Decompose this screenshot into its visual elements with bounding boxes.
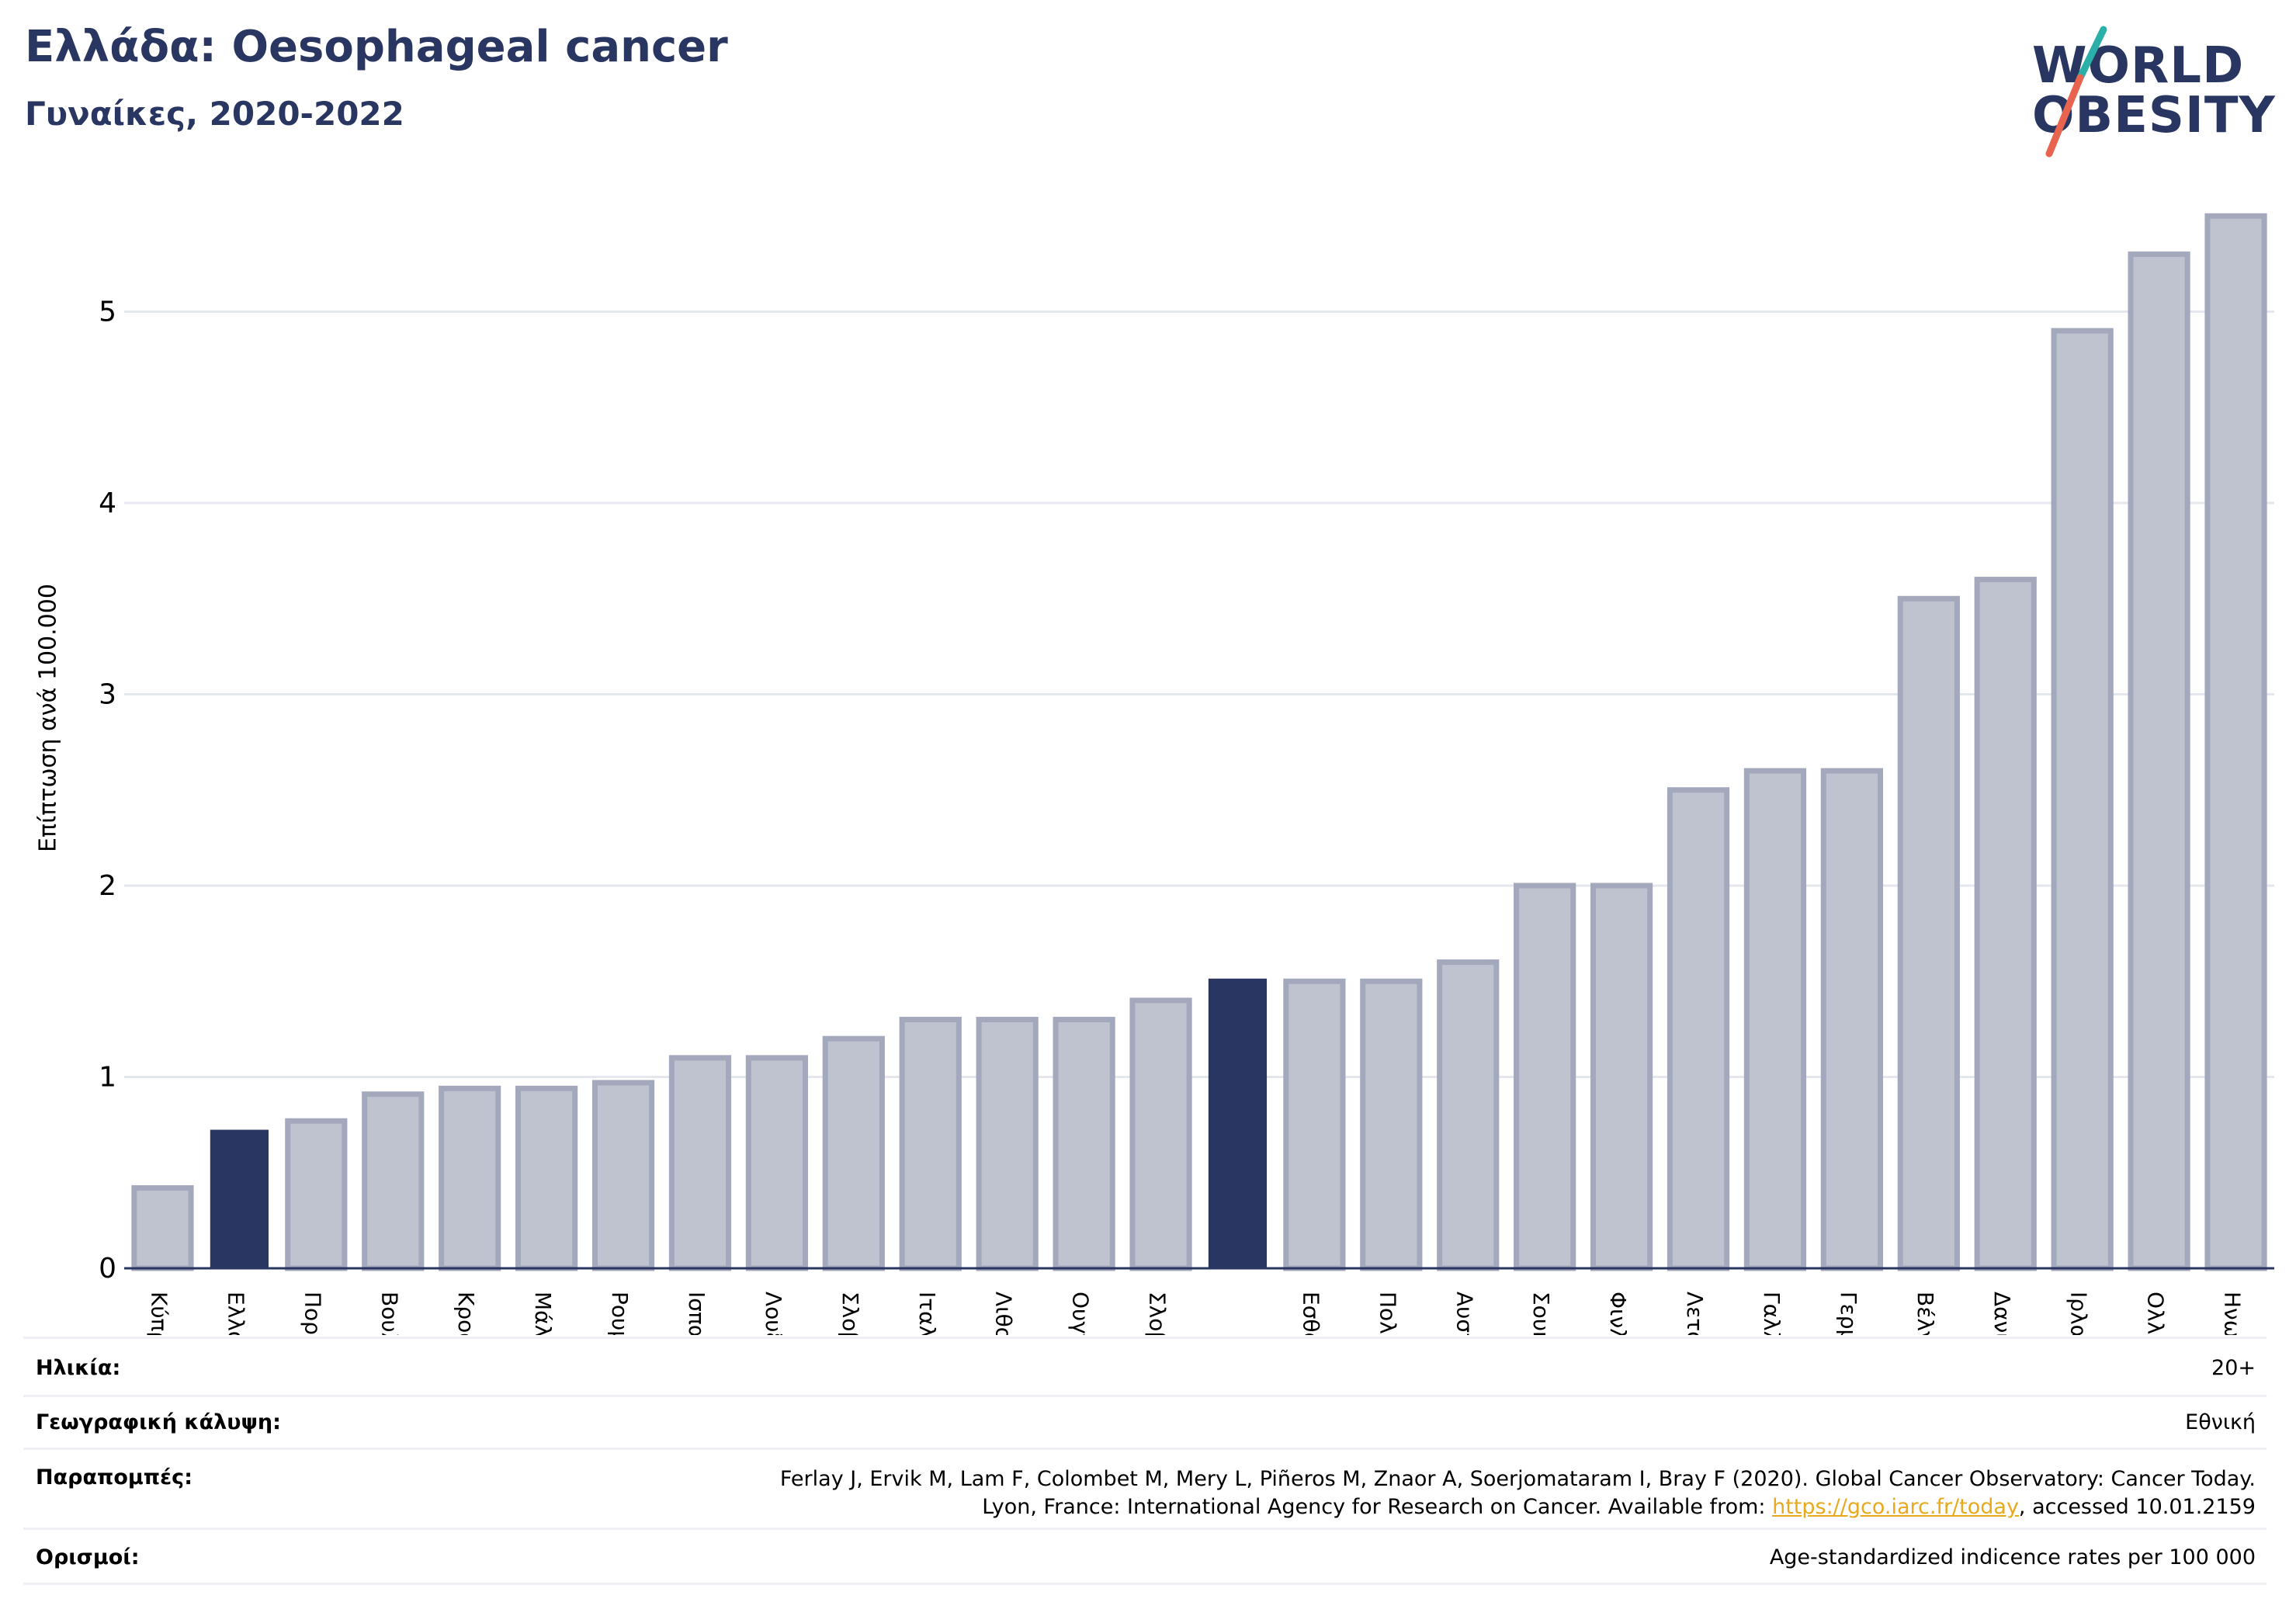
world-obesity-logo: WORLD OBESITY	[2018, 23, 2282, 163]
x-tick-label: Εσθονία	[1298, 1292, 1323, 1335]
definitions-label: Ορισμοί:	[36, 1545, 140, 1569]
x-tick-label: Ηνωμένο Βασίλειο	[2220, 1292, 2246, 1335]
bar-Ρουμανία	[591, 1080, 655, 1271]
bar-Φινλανδία	[1590, 883, 1653, 1271]
x-tick-label: Κύπρος	[146, 1292, 172, 1335]
bar-Ιρλανδία	[2051, 328, 2114, 1271]
bar-Σουηδία	[1514, 883, 1576, 1271]
x-tick-label: Δανία	[1989, 1292, 2015, 1335]
bar-chart: 0 1 2 3 4 5 Κύπρος Ελλάδα Πορτογαλία Βουλγαρία Κρο…	[99, 213, 2274, 1335]
bar-Πορτογαλία	[285, 1118, 348, 1271]
definitions-value: Age-standardized indicence rates per 100…	[1769, 1545, 2256, 1569]
x-tick-label: Βουλγαρία	[376, 1292, 402, 1335]
age-label: Ηλικία:	[36, 1356, 121, 1380]
x-tick-label: Ισπανία	[684, 1292, 709, 1335]
references-text: Ferlay J, Ervik M, Lam F, Colombet M, Me…	[780, 1465, 2256, 1521]
references-line2-suffix: , accessed 10.01.2159	[2018, 1495, 2256, 1519]
chart-title: Ελλάδα: Oesophageal cancer	[25, 22, 728, 72]
chart-subtitle: Γυναίκες, 2020-2022	[25, 95, 404, 133]
bar-Ελλάδα	[210, 1129, 269, 1270]
y-tick-label: 2	[99, 870, 116, 902]
info-row-references: Παραπομπές: Ferlay J, Ervik M, Lam F, Co…	[23, 1450, 2267, 1530]
x-tick-label: Ολλανδία	[2143, 1292, 2169, 1335]
bar-Αυστρία	[1437, 959, 1500, 1271]
x-tick-label: Ιταλία	[914, 1292, 940, 1335]
x-tick-label: Λιθουανία	[991, 1292, 1017, 1335]
info-row-coverage: Γεωγραφική κάλυψη: Εθνική	[23, 1395, 2267, 1450]
bar-Λετονία	[1667, 787, 1730, 1271]
x-tick-label: Σλοβενία	[1145, 1292, 1171, 1335]
bar-Ολλανδία	[2128, 251, 2190, 1271]
x-tick-label: Πολωνία	[1375, 1292, 1400, 1335]
bar-Γαλλία	[1743, 768, 1807, 1271]
y-tick-label: 4	[99, 487, 116, 519]
bar-Σλοβακία	[822, 1035, 885, 1271]
x-tick-label: Φινλανδία	[1605, 1292, 1631, 1335]
references-line2-prefix: Lyon, France: International Agency for R…	[982, 1495, 1773, 1519]
info-row-definitions: Ορισμοί: Age-standardized indicence rate…	[23, 1530, 2267, 1585]
x-tick-label: Γερμανία	[1836, 1292, 1861, 1335]
y-tick-label: 0	[99, 1253, 116, 1285]
coverage-label: Γεωγραφική κάλυψη:	[36, 1410, 281, 1434]
bar-Βουλγαρία	[362, 1091, 425, 1271]
bar-Δανία	[1974, 577, 2037, 1271]
info-row-age: Ηλικία: 20+	[23, 1337, 2267, 1397]
logo-line1: WORLD	[2032, 37, 2245, 95]
x-tick-label: Βέλγιο	[1913, 1292, 1938, 1335]
x-tick-label: Σουηδία	[1528, 1292, 1554, 1335]
x-tick-label: Αυστρία	[1451, 1292, 1477, 1335]
x-tick-label: Μάλτα	[530, 1292, 556, 1335]
bar-Ηνωμένο Βασίλειο	[2204, 213, 2267, 1271]
y-tick-label: 1	[99, 1062, 116, 1094]
bar-Μάλτα	[515, 1085, 578, 1271]
bar-Βέλγιο	[1897, 595, 1960, 1271]
bar-Εσθονία	[1283, 978, 1346, 1271]
references-label: Παραπομπές:	[36, 1465, 192, 1489]
age-value: 20+	[2211, 1356, 2256, 1380]
bar-Πολωνία	[1360, 978, 1423, 1271]
references-link[interactable]: https://gco.iarc.fr/today	[1772, 1495, 2019, 1519]
x-tick-label: Σλοβακία	[838, 1292, 863, 1335]
bar-unlabeled	[1208, 978, 1268, 1270]
x-tick-label: Πορτογαλία	[300, 1292, 325, 1335]
bar-Ισπανία	[668, 1055, 732, 1271]
bar-Λουξεμβούργο	[745, 1055, 808, 1271]
x-tick-label: Ιρλανδία	[2066, 1292, 2092, 1335]
bar-Ουγγαρία	[1053, 1017, 1115, 1271]
x-tick-label: Ρουμανία	[607, 1292, 633, 1335]
x-tick-label: Λετονία	[1682, 1292, 1708, 1335]
x-tick-label: Λουξεμβούργο	[761, 1292, 786, 1335]
bar-Σλοβενία	[1129, 997, 1192, 1271]
bar-Λιθουανία	[976, 1017, 1039, 1271]
references-line1: Ferlay J, Ervik M, Lam F, Colombet M, Me…	[779, 1467, 2256, 1491]
y-tick-label: 5	[99, 297, 116, 328]
y-tick-label: 3	[99, 679, 116, 711]
coverage-value: Εθνική	[2185, 1410, 2256, 1434]
logo-slash-icon	[2045, 26, 2107, 158]
bar-Κύπρος	[131, 1184, 194, 1271]
x-tick-label: Γαλλία	[1759, 1292, 1784, 1335]
x-tick-label: Κροατία	[453, 1292, 479, 1335]
x-tick-label: Ουγγαρία	[1068, 1292, 1094, 1335]
x-tick-label: Ελλάδα	[223, 1292, 248, 1335]
bar-Ιταλία	[899, 1017, 962, 1271]
bar-Γερμανία	[1820, 768, 1883, 1271]
bar-Κροατία	[439, 1085, 501, 1271]
